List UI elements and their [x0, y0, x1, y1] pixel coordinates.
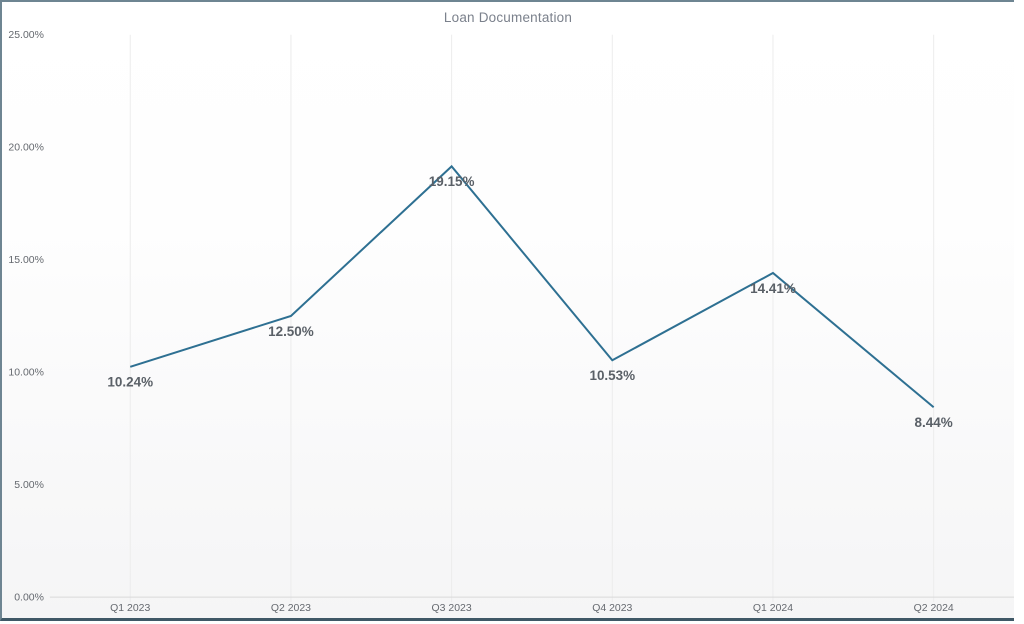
data-point-label: 14.41%: [750, 281, 796, 296]
x-axis-tick-label: Q1 2023: [110, 603, 150, 614]
data-point-label: 10.53%: [589, 368, 635, 383]
x-axis-tick-label: Q3 2023: [432, 603, 472, 614]
y-axis-tick-label: 10.00%: [8, 368, 44, 379]
series-line: [129, 164, 935, 409]
x-axis-tick-label: Q1 2024: [753, 603, 793, 614]
y-axis-tick-label: 25.00%: [8, 30, 44, 41]
y-axis-tick-label: 5.00%: [14, 480, 44, 491]
y-axis-tick-label: 0.00%: [14, 593, 44, 604]
x-axis-tick-label: Q2 2024: [914, 603, 954, 614]
x-axis-tick-label: Q4 2023: [592, 603, 632, 614]
data-point-label: 10.24%: [107, 375, 153, 390]
chart-title: Loan Documentation: [443, 10, 573, 25]
x-axis-tick-label: Q2 2023: [271, 603, 311, 614]
y-axis-tick-label: 15.00%: [8, 255, 44, 266]
data-point-label: 12.50%: [268, 324, 314, 339]
data-point-label: 19.15%: [429, 174, 475, 189]
data-point-label: 8.44%: [915, 415, 953, 430]
y-axis-tick-label: 20.00%: [8, 143, 44, 154]
line-chart: 0.00% 5.00% 10.00% 15.00% 20.00% 25.00% Q1 202…: [8, 30, 1014, 614]
